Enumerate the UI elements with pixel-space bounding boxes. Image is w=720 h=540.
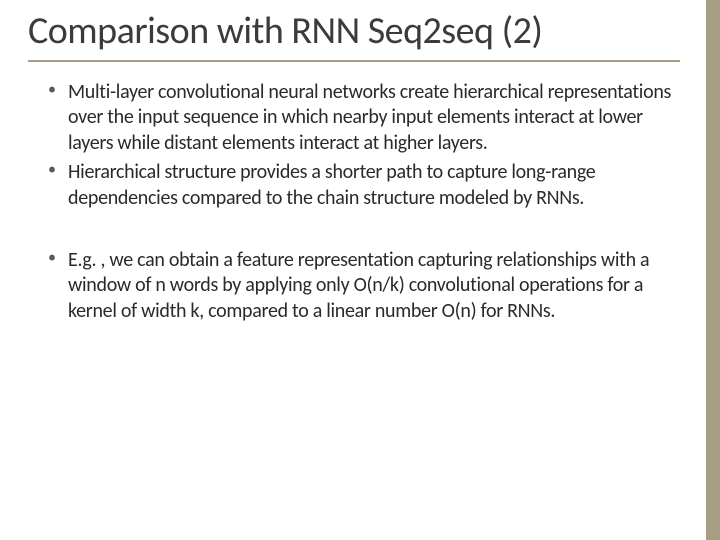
bullet-item: Hierarchical structure provides a shorte… [44, 160, 680, 211]
bullet-group-1: Multi-layer convolutional neural network… [44, 80, 680, 212]
bullet-group-2: E.g. , we can obtain a feature represent… [44, 248, 680, 325]
bullet-item: Multi-layer convolutional neural network… [44, 80, 680, 157]
accent-bar [706, 0, 720, 540]
slide-content: Multi-layer convolutional neural network… [28, 80, 680, 325]
bullet-item: E.g. , we can obtain a feature represent… [44, 248, 680, 325]
slide-title: Comparison with RNN Seq2seq (2) [28, 10, 680, 62]
paragraph-gap [44, 216, 680, 248]
slide-body: Comparison with RNN Seq2seq (2) Multi-la… [0, 0, 720, 348]
